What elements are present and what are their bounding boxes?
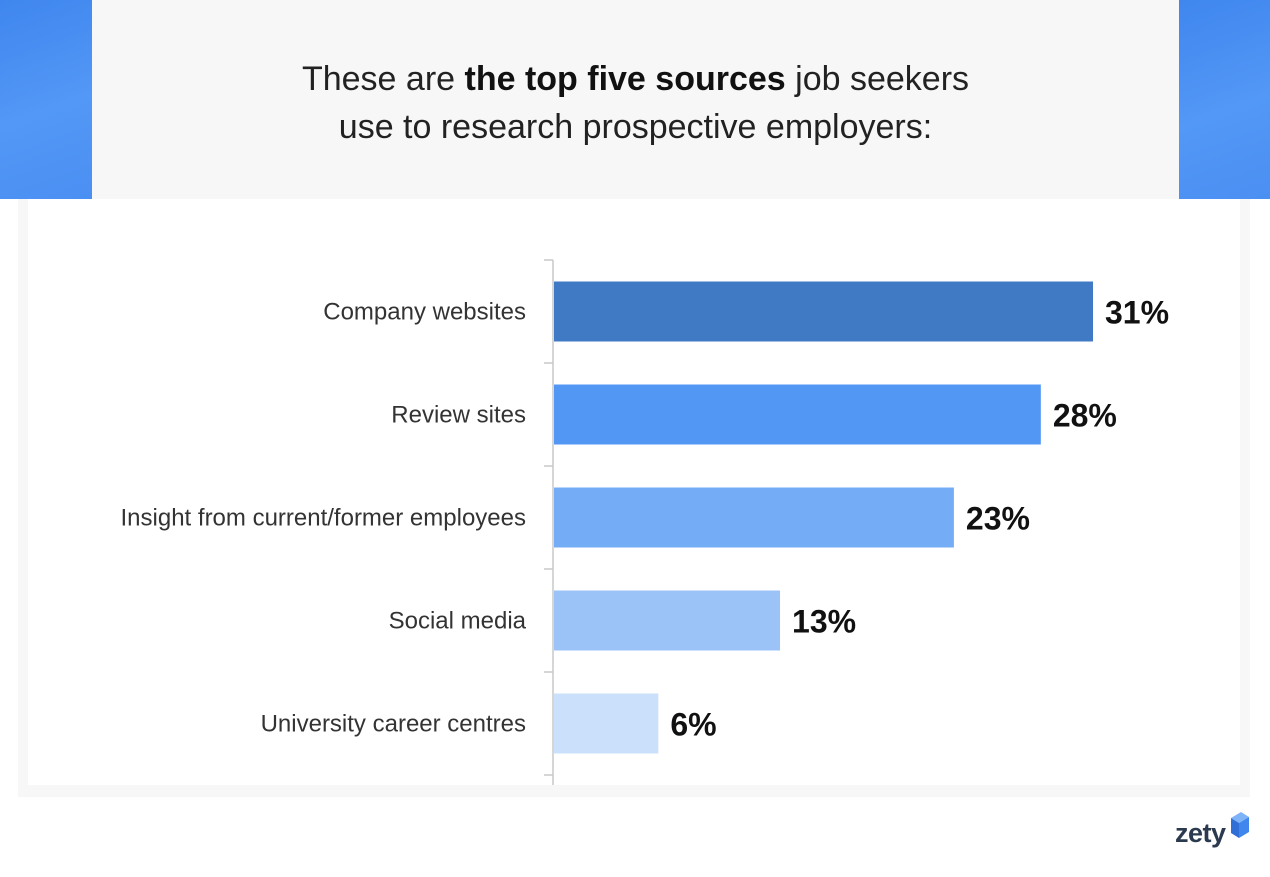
category-label: University career centres: [261, 711, 526, 738]
header-panel: These are the top five sources job seeke…: [92, 0, 1179, 199]
title-line-two: use to research prospective employers:: [338, 108, 933, 146]
chart-card: Company websites 31% Review sites 28% Insigh…: [28, 199, 1240, 785]
brand-logo: zety: [1175, 812, 1253, 852]
value-label: 13%: [792, 604, 856, 640]
bar: [554, 384, 1041, 445]
right-blue-decoration: [1179, 0, 1270, 199]
bar: [554, 281, 1093, 342]
title-prefix: These are: [301, 60, 465, 98]
chart-title: These are the top five sources job seeke…: [92, 55, 1179, 151]
category-label: Insight from current/former employees: [121, 505, 526, 532]
value-label: 28%: [1053, 398, 1117, 434]
title-suffix: job seekers: [785, 60, 970, 98]
bar: [554, 693, 659, 754]
zety-logo-icon: [1231, 812, 1249, 838]
title-emphasis: the top five sources: [464, 60, 786, 98]
value-label: 23%: [966, 501, 1030, 537]
value-label: 6%: [670, 707, 716, 743]
brand-wordmark: zety: [1175, 818, 1226, 848]
value-label: 31%: [1105, 295, 1169, 331]
bar: [554, 487, 954, 548]
category-label: Review sites: [391, 402, 526, 429]
bar-chart: Company websites 31% Review sites 28% Insigh…: [121, 259, 1169, 785]
category-label: Social media: [389, 608, 527, 635]
left-blue-decoration: [0, 0, 92, 199]
bar: [554, 590, 781, 651]
category-label: Company websites: [323, 299, 526, 326]
